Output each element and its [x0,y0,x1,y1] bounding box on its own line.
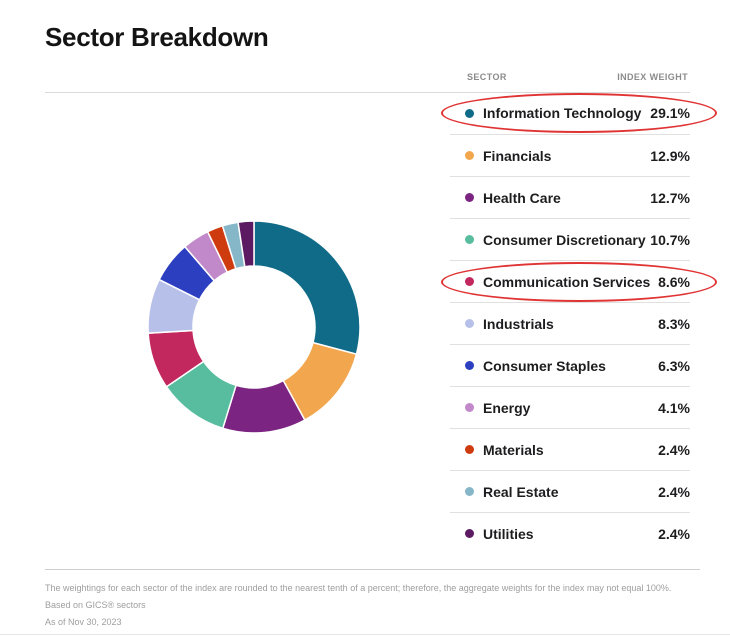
table-row: Energy 4.1% [450,386,690,428]
index-weight-value: 10.7% [650,231,690,248]
column-header-sector: SECTOR [467,72,507,82]
index-weight-value: 8.6% [658,273,690,290]
sector-donut-chart [147,220,361,434]
sector-color-dot [465,151,474,160]
table-row: Utilities 2.4% [450,512,690,554]
sector-label: Consumer Staples [483,357,606,374]
sector-weight-table: SECTOR INDEX WEIGHT Information Technolo… [441,62,717,554]
sector-label: Financials [483,147,552,164]
sector-color-dot [465,108,474,118]
sector-label: Utilities [483,525,534,542]
footnote-as-of-date: As of Nov 30, 2023 [45,617,122,627]
top-divider [45,92,690,93]
sector-label: Information Technology [483,105,642,121]
sector-label: Energy [483,399,531,416]
footnote-rounding: The weightings for each sector of the in… [45,583,672,593]
bottom-divider [0,634,730,635]
sector-color-dot [465,361,474,370]
table-body: Information Technology 29.1% Financials 12.… [441,92,717,554]
footer-divider [45,569,700,570]
donut-segment [253,220,361,356]
index-weight-value: 2.4% [658,441,690,458]
column-header-index-weight: INDEX WEIGHT [617,72,688,82]
sector-label: Industrials [483,315,554,332]
table-row: Consumer Staples 6.3% [450,344,690,386]
index-weight-value: 12.9% [650,147,690,164]
index-weight-value: 2.4% [658,483,690,500]
sector-label: Real Estate [483,483,559,500]
sector-color-dot [465,445,474,454]
sector-label: Communication Services [483,273,651,290]
page-title: Sector Breakdown [45,22,269,52]
sector-label: Materials [483,441,544,458]
sector-color-dot [465,277,474,286]
table-row: Information Technology 29.1% [441,92,717,134]
index-weight-value: 8.3% [658,315,690,332]
table-row: Financials 12.9% [450,134,690,176]
index-weight-value: 2.4% [658,525,690,542]
table-row: Communication Services 8.6% [441,260,717,302]
index-weight-value: 6.3% [658,357,690,374]
index-weight-value: 4.1% [658,399,690,416]
donut-segment [237,220,255,268]
table-row: Consumer Discretionary 10.7% [450,218,690,260]
sector-color-dot [465,193,474,202]
table-row: Materials 2.4% [450,428,690,470]
table-row: Health Care 12.7% [450,176,690,218]
index-weight-value: 29.1% [650,105,690,121]
sector-color-dot [465,403,474,412]
sector-color-dot [465,487,474,496]
table-row: Real Estate 2.4% [450,470,690,512]
index-weight-value: 12.7% [650,189,690,206]
sector-color-dot [465,319,474,328]
sector-color-dot [465,529,474,538]
sector-color-dot [465,235,474,244]
sector-label: Health Care [483,189,561,206]
table-header-row: SECTOR INDEX WEIGHT [450,62,690,92]
sector-label: Consumer Discretionary [483,231,646,248]
table-row: Industrials 8.3% [450,302,690,344]
footnote: The weightings for each sector of the in… [45,580,671,631]
footnote-gics: Based on GICS® sectors [45,600,146,610]
